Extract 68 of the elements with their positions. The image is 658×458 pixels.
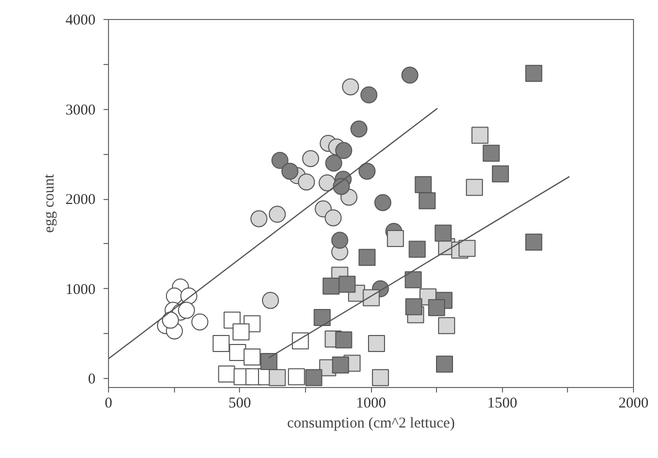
x-tick-label: 0 [104,396,112,412]
point [350,120,368,138]
point [418,192,436,210]
point [271,152,288,169]
point [288,368,305,386]
x-tick-label: 1000 [356,396,386,412]
y-tick-label: 3000 [66,102,96,118]
point [408,240,426,258]
x-tick-label: 1500 [487,396,518,412]
point [466,178,483,196]
y-tick-label: 4000 [66,12,96,28]
point [244,348,261,366]
point [332,356,350,374]
point [434,224,452,242]
point [268,206,286,223]
point [324,209,342,226]
point [322,278,340,295]
point [178,302,195,319]
point [386,230,404,248]
y-tick-label: 2000 [66,192,96,208]
point [492,165,509,182]
point [414,176,432,194]
point [281,162,298,180]
point [458,240,476,257]
point [298,173,315,190]
point [374,194,392,212]
x-tick-label: 2000 [618,396,648,412]
point [325,154,342,172]
x-tick-label: 500 [228,396,251,412]
point [436,356,453,373]
point [335,142,352,160]
point [262,292,279,309]
point [372,369,389,386]
point [191,313,208,330]
point [314,308,331,326]
point [335,331,352,348]
point [302,150,320,168]
point [428,299,446,316]
point [260,352,278,370]
point [404,271,422,288]
point [525,234,542,251]
point [525,64,542,82]
point [162,312,179,329]
point [331,232,348,249]
point [438,317,456,334]
point [332,178,350,195]
point [368,335,386,352]
y-axis-title: egg count [42,173,58,233]
point [471,126,488,144]
point [360,86,378,104]
point [338,276,356,293]
point [362,289,380,306]
point [358,162,376,180]
y-tick-label: 1000 [66,282,96,298]
point [250,210,268,228]
point [401,66,418,84]
point [232,323,250,340]
point [292,332,309,350]
y-tick-label: 0 [88,372,96,388]
point [268,369,286,386]
point [482,144,500,162]
point [318,174,336,192]
point [405,298,422,316]
x-axis-title: consumption (cm^2 lettuce) [287,416,455,432]
point [342,78,360,96]
point [212,335,230,352]
point [305,369,322,386]
point [358,248,376,266]
